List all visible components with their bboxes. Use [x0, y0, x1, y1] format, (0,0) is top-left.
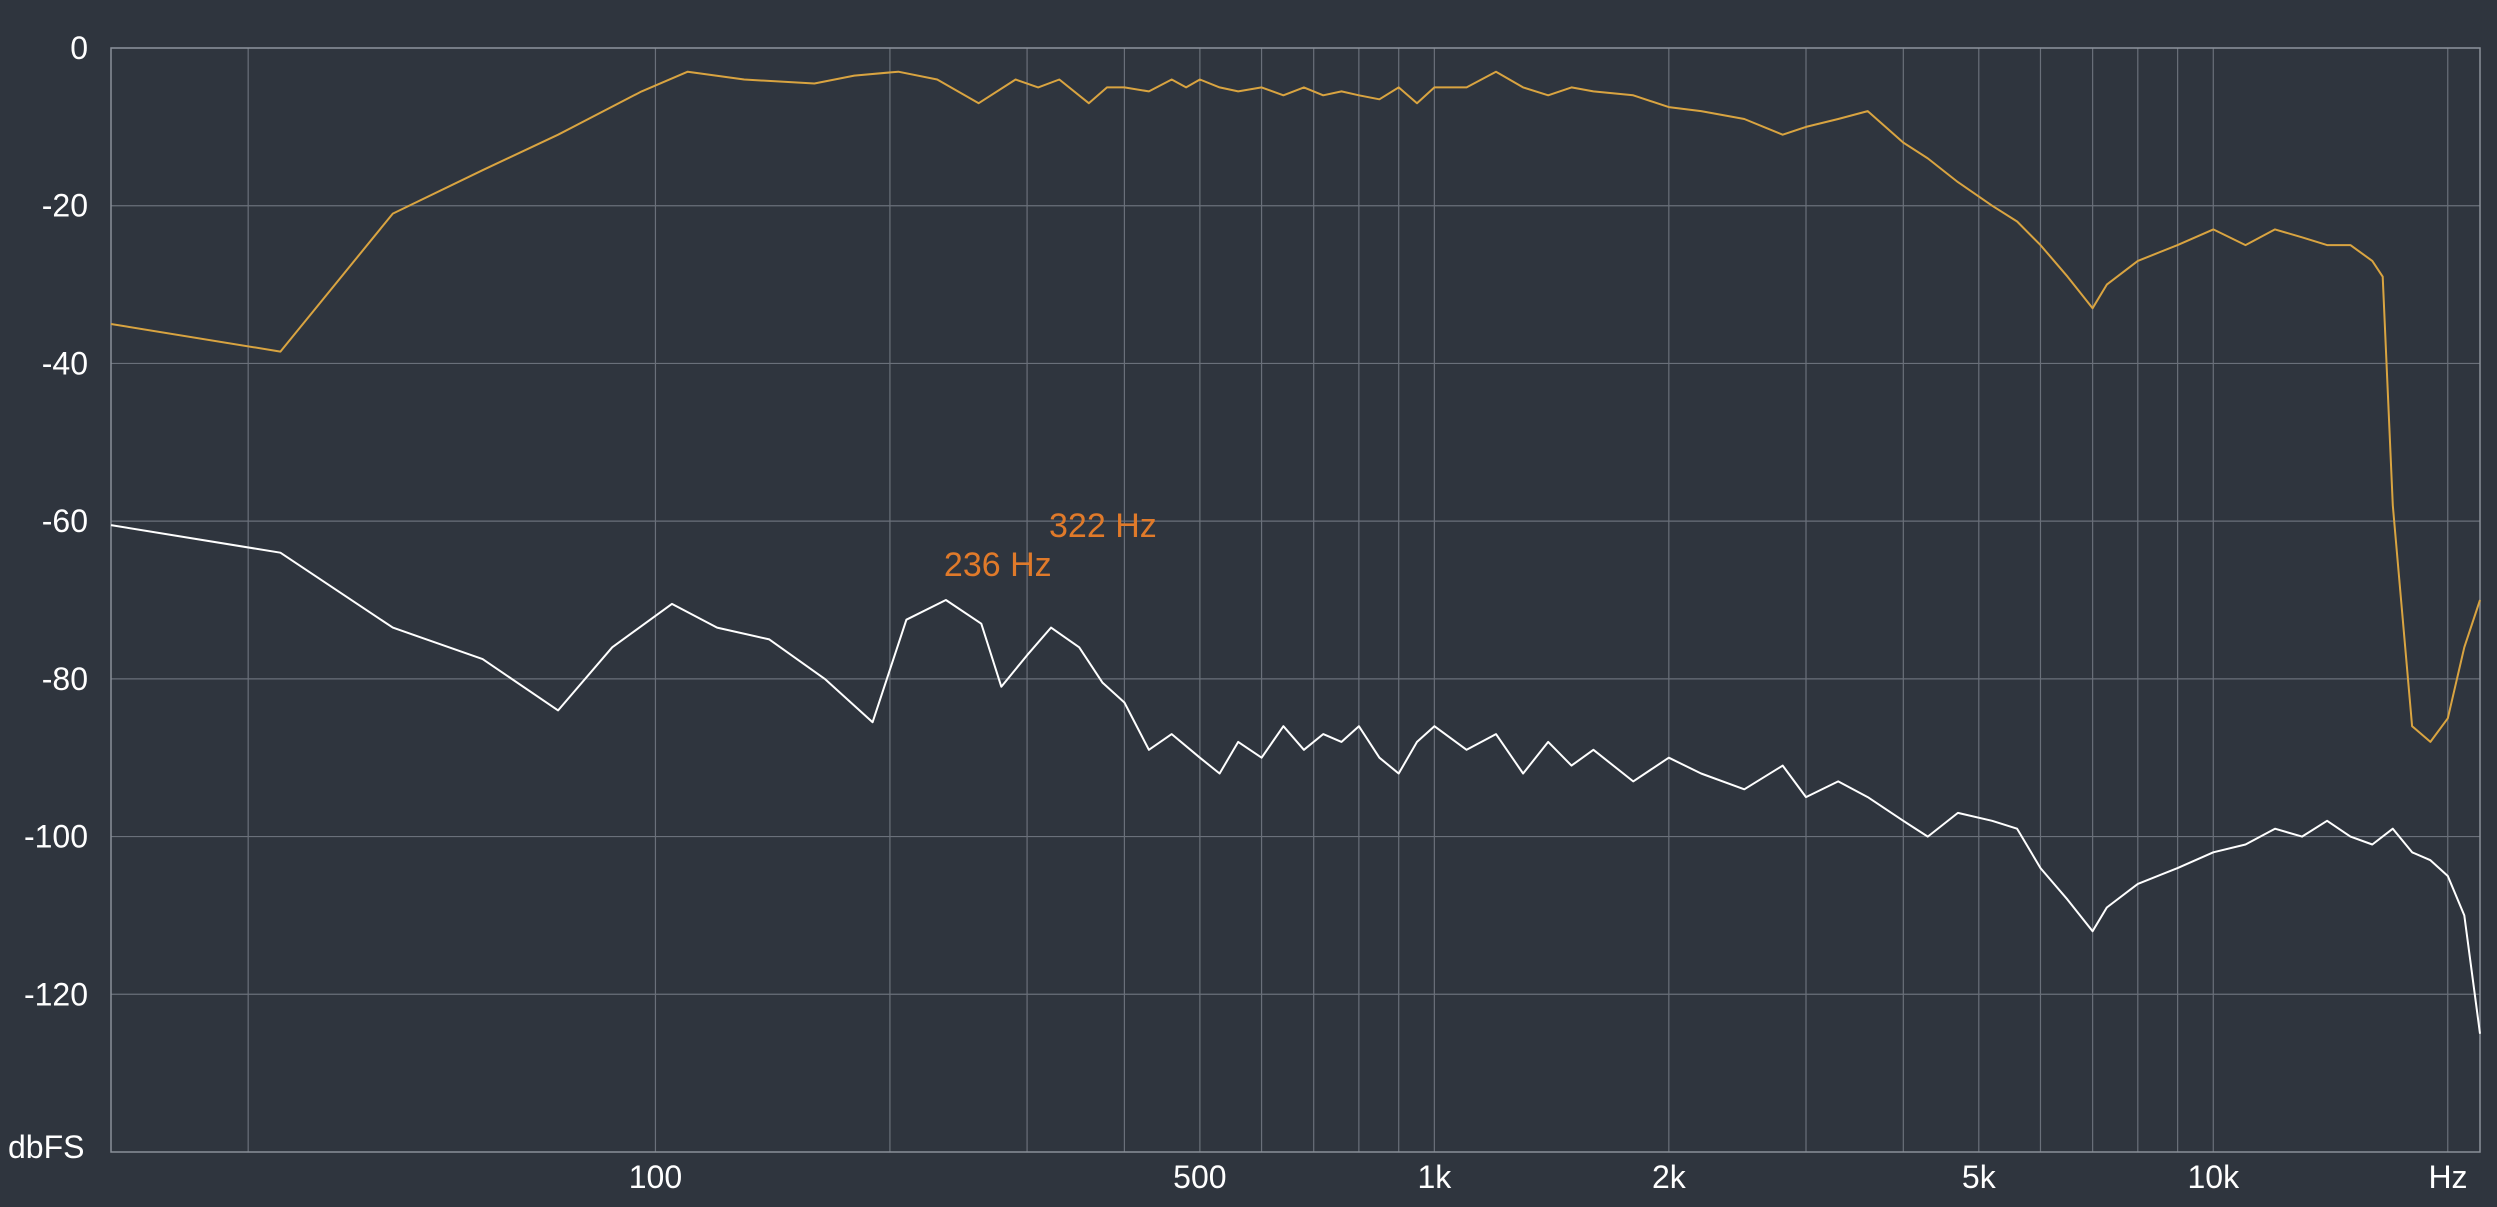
y-tick-label: -80 — [42, 661, 88, 697]
series-line-white — [110, 524, 2481, 1034]
x-unit-label: Hz — [2428, 1159, 2467, 1195]
x-tick-label: 10k — [2187, 1159, 2240, 1195]
y-tick-label: -100 — [24, 819, 88, 855]
y-tick-labels: 0 -20 -40 -60 -80 -100 -120 — [24, 30, 88, 1012]
grid-lines — [111, 47, 2480, 1152]
x-tick-label: 1k — [1417, 1159, 1452, 1195]
x-tick-label: 5k — [1962, 1159, 1997, 1195]
series-lines — [110, 70, 2481, 1034]
y-tick-label: -120 — [24, 976, 88, 1012]
x-tick-label: 100 — [629, 1159, 682, 1195]
x-tick-labels: 100 500 1k 2k 5k 10k — [629, 1159, 2240, 1195]
peak-annotation: 322 Hz — [1049, 507, 1157, 545]
series-line-orange — [110, 70, 2481, 743]
y-unit-label: dbFS — [8, 1129, 84, 1165]
y-tick-label: -60 — [42, 503, 88, 539]
x-tick-label: 500 — [1173, 1159, 1226, 1195]
x-tick-label: 2k — [1652, 1159, 1687, 1195]
peak-annotation: 236 Hz — [944, 546, 1052, 584]
y-tick-label: -20 — [42, 188, 88, 224]
y-tick-label: -40 — [42, 345, 88, 381]
y-tick-label: 0 — [70, 30, 88, 66]
